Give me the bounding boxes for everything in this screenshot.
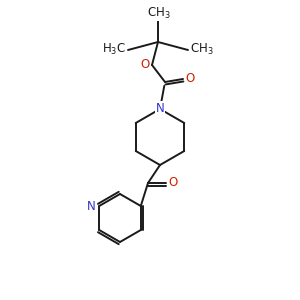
Text: O: O — [140, 58, 150, 71]
Text: H$_3$C: H$_3$C — [102, 41, 126, 56]
Text: O: O — [168, 176, 178, 190]
Text: CH$_3$: CH$_3$ — [147, 5, 171, 20]
Text: N: N — [156, 101, 164, 115]
Text: N: N — [87, 200, 96, 212]
Text: CH$_3$: CH$_3$ — [190, 41, 214, 56]
Text: O: O — [185, 71, 195, 85]
